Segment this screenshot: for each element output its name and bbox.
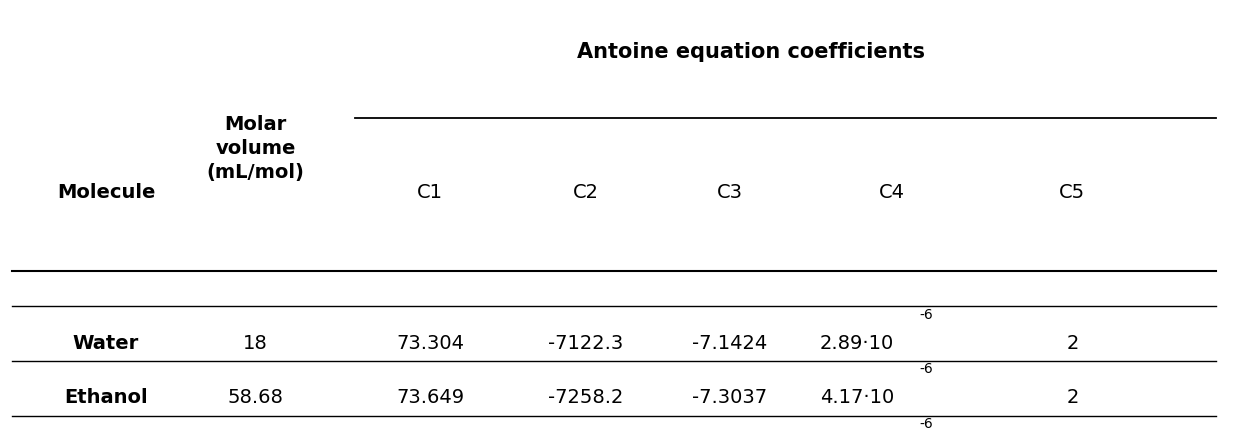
Text: 73.649: 73.649 [397,388,464,407]
Text: -6: -6 [919,362,934,376]
Text: C4: C4 [879,183,904,202]
Text: Molar
volume
(mL/mol): Molar volume (mL/mol) [207,115,304,182]
Text: -7.1424: -7.1424 [692,333,767,353]
Text: -6: -6 [919,417,934,431]
Text: -7258.2: -7258.2 [549,388,624,407]
Text: 4.17·10: 4.17·10 [819,388,894,407]
Text: C5: C5 [1060,183,1085,202]
Text: 2: 2 [1066,388,1079,407]
Text: -7.3037: -7.3037 [692,388,767,407]
Text: -6: -6 [919,308,934,322]
Text: C2: C2 [574,183,599,202]
Text: C3: C3 [717,183,742,202]
Text: 18: 18 [243,333,268,353]
Text: Ethanol: Ethanol [64,388,148,407]
Text: 73.304: 73.304 [397,333,464,353]
Text: 58.68: 58.68 [228,388,283,407]
Text: Water: Water [72,333,140,353]
Text: 2.89·10: 2.89·10 [819,333,894,353]
Text: Antoine equation coefficients: Antoine equation coefficients [577,42,925,62]
Text: C1: C1 [418,183,443,202]
Text: 2: 2 [1066,333,1079,353]
Text: -7122.3: -7122.3 [549,333,624,353]
Text: Molecule: Molecule [57,183,155,202]
